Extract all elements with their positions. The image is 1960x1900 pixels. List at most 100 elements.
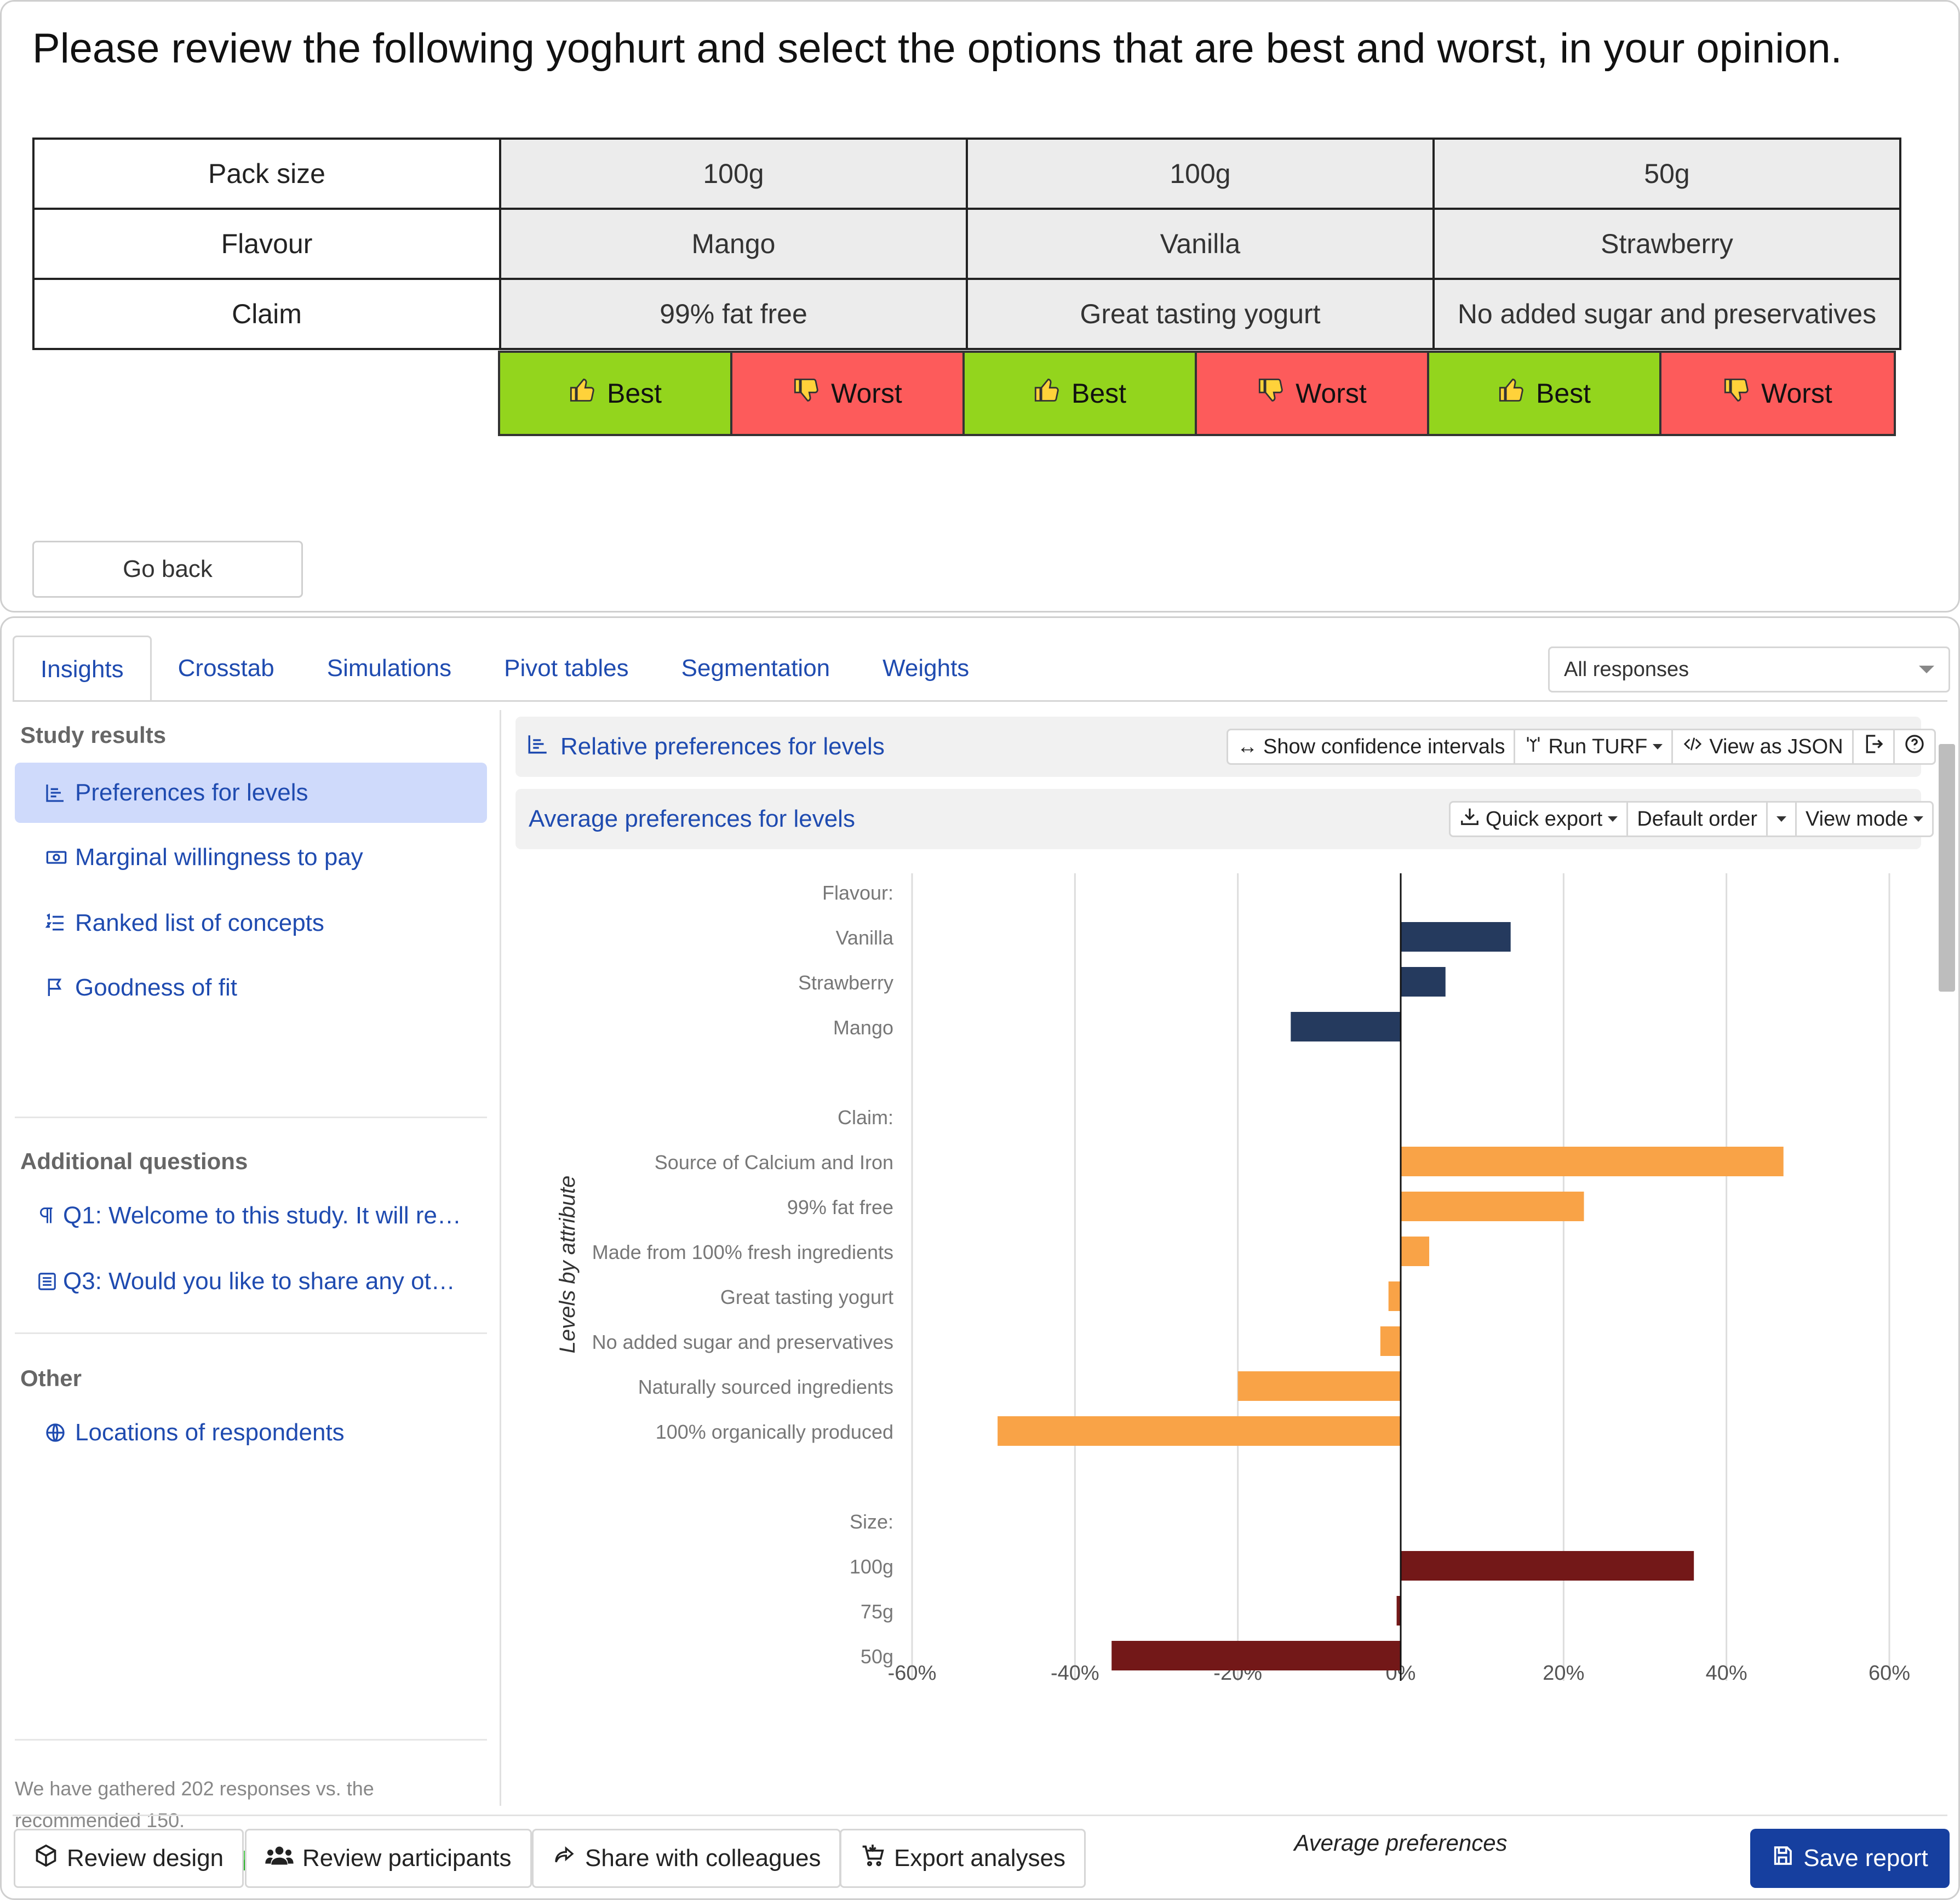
help-button[interactable] (1895, 730, 1934, 763)
bar (1401, 1551, 1694, 1581)
chevron-down-icon (1919, 666, 1934, 673)
worst-button[interactable]: Worst (1197, 353, 1429, 434)
chevron-down-icon (1653, 744, 1663, 749)
sidebar-item-goodness-of-fit[interactable]: Goodness of fit (15, 958, 487, 1018)
sidebar-item-q1[interactable]: Q1: Welcome to this study. It will re… (15, 1186, 487, 1246)
best-label: Best (1535, 378, 1591, 409)
quick-export-button[interactable]: Quick export (1451, 803, 1629, 835)
sidebar-divider (15, 1739, 487, 1741)
tool-label: Show confidence intervals (1263, 735, 1505, 758)
x-tick-label: 20% (1543, 1662, 1584, 1685)
best-button[interactable]: Best (965, 353, 1197, 434)
download-icon (1459, 806, 1480, 832)
sidebar-divider (15, 1117, 487, 1118)
table-cell: Strawberry (1432, 208, 1901, 280)
tab-crosstab[interactable]: Crosstab (177, 655, 274, 682)
table-cell: Vanilla (966, 208, 1435, 280)
response-filter-select[interactable]: All responses (1548, 646, 1950, 693)
chart-title: Average preferences for levels (529, 805, 855, 832)
tab-simulations[interactable]: Simulations (326, 655, 452, 682)
level-label: 99% fat free (787, 1196, 893, 1218)
thumbs-up-icon (1498, 376, 1526, 411)
responses-gathered-text: We have gathered 202 responses vs. the r… (15, 1777, 374, 1832)
sidebar: Study results Preferences for levels Mar… (13, 710, 501, 1870)
response-filter-value: All responses (1564, 657, 1689, 681)
tab-insights[interactable]: Insights (13, 636, 152, 701)
level-label: Vanilla (836, 926, 894, 949)
bar (998, 1416, 1401, 1446)
section-title-additional: Additional questions (20, 1148, 248, 1174)
level-label: 100g (850, 1555, 893, 1578)
default-order-select[interactable]: Default order (1628, 803, 1768, 835)
sidebar-item-willingness-to-pay[interactable]: Marginal willingness to pay (15, 827, 487, 888)
survey-panel: Please review the following yoghurt and … (0, 0, 1960, 613)
tab-bar: Insights Crosstab Simulations Pivot tabl… (13, 636, 995, 701)
attribute-label: Claim: (838, 1106, 893, 1129)
save-label: Save report (1803, 1845, 1928, 1872)
bar (1401, 1192, 1584, 1221)
sidebar-item-ranked-concepts[interactable]: Ranked list of concepts (15, 893, 487, 953)
view-as-json-button[interactable]: View as JSON (1673, 730, 1854, 763)
show-confidence-intervals-button[interactable]: ↔ Show confidence intervals (1228, 730, 1516, 763)
tool-label: View as JSON (1709, 735, 1843, 758)
bar (1401, 967, 1446, 997)
sidebar-item-locations[interactable]: Locations of respondents (15, 1403, 487, 1463)
review-design-button[interactable]: Review design (14, 1829, 244, 1888)
sidebar-item-label: Marginal willingness to pay (75, 844, 363, 871)
tab-pivot-tables[interactable]: Pivot tables (504, 655, 629, 682)
tab-segmentation[interactable]: Segmentation (681, 655, 830, 682)
save-icon (1772, 1845, 1793, 1873)
sidebar-item-label: Ranked list of concepts (75, 909, 324, 936)
export-button[interactable] (1854, 730, 1895, 763)
sidebar-item-label: Locations of respondents (75, 1419, 345, 1446)
chart-header: Average preferences for levels Quick exp… (515, 789, 1934, 849)
level-label: No added sugar and preservatives (592, 1331, 893, 1353)
table-cell: No added sugar and preservatives (1432, 278, 1901, 350)
table-cell: 99% fat free (499, 278, 968, 350)
thumbs-down-icon (793, 376, 821, 411)
sidebar-item-label: Q1: Welcome to this study. It will re… (63, 1202, 462, 1229)
scrollbar-thumb[interactable] (1939, 744, 1955, 992)
row-label: Flavour (32, 208, 501, 280)
preferences-bar-chart: -60% -40% -20% 0% 20% 40% 60%Flavour:VanillaSt… (555, 873, 1910, 1856)
bar (1401, 1237, 1430, 1266)
paragraph-icon (37, 1205, 63, 1227)
view-mode-button[interactable]: View mode (1797, 803, 1932, 835)
profile-table: Pack size 100g 100g 50g Flavour Mango Va… (32, 138, 1901, 350)
export-analyses-button[interactable]: Export analyses (840, 1829, 1086, 1888)
table-row: Flavour Mango Vanilla Strawberry (32, 208, 1901, 280)
export-icon (1862, 733, 1884, 760)
review-participants-button[interactable]: Review participants (245, 1829, 532, 1888)
button-label: Review participants (302, 1845, 512, 1872)
worst-label: Worst (831, 378, 902, 409)
save-report-button[interactable]: Save report (1750, 1829, 1950, 1888)
best-button[interactable]: Best (500, 353, 732, 434)
worst-button[interactable]: Worst (732, 353, 965, 434)
sidebar-item-q3[interactable]: Q3: Would you like to share any ot… (15, 1251, 487, 1312)
worst-button[interactable]: Worst (1661, 353, 1894, 434)
bar (1388, 1281, 1401, 1311)
order-dropdown-toggle[interactable] (1768, 803, 1797, 835)
cube-icon (34, 1844, 58, 1874)
x-axis-title: Average preferences (1292, 1830, 1507, 1856)
bar (1401, 922, 1511, 952)
results-header: Relative preferences for levels ↔ Show c… (515, 717, 1936, 777)
chevron-down-icon (1608, 816, 1618, 822)
sidebar-item-preferences[interactable]: Preferences for levels (15, 763, 487, 823)
bar (1401, 1147, 1784, 1176)
tab-weights[interactable]: Weights (882, 655, 970, 682)
share-icon (552, 1845, 576, 1873)
tool-label: View mode (1805, 807, 1909, 831)
go-back-button[interactable]: Go back (32, 541, 303, 598)
table-cell: Mango (499, 208, 968, 280)
bar (1111, 1641, 1401, 1670)
run-turf-button[interactable]: Run TURF (1515, 730, 1674, 763)
best-button[interactable]: Best (1429, 353, 1661, 434)
users-icon (265, 1844, 294, 1874)
x-tick-label: -40% (1051, 1662, 1099, 1685)
level-label: 75g (861, 1600, 893, 1623)
table-cell: Great tasting yogurt (966, 278, 1435, 350)
bar (1380, 1326, 1401, 1356)
share-with-colleagues-button[interactable]: Share with colleagues (532, 1829, 841, 1888)
tool-label: Run TURF (1548, 735, 1648, 758)
